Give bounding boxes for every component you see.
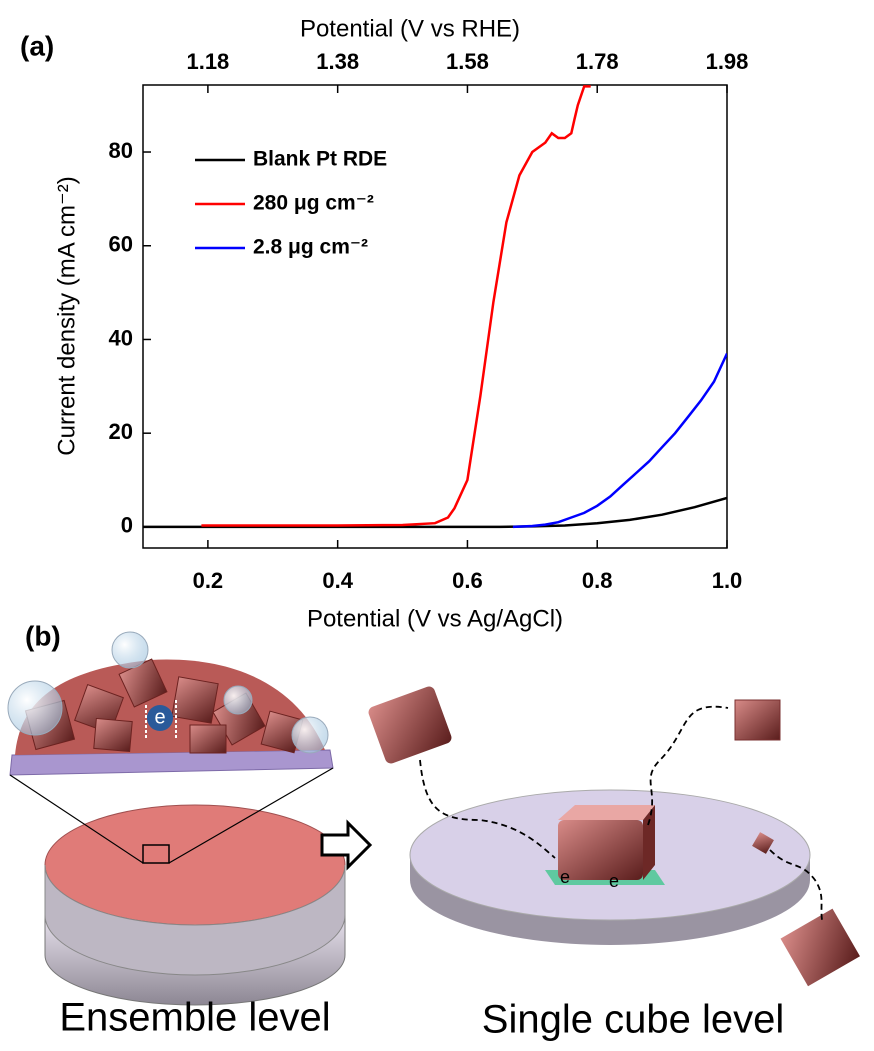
x2-tick-label: 1.98: [706, 49, 749, 74]
series-line: [513, 354, 727, 527]
y-axis-title: Current density (mA cm⁻²): [53, 176, 80, 455]
caption: Single cube level: [482, 998, 784, 1042]
legend-label: 2.8 μg cm⁻²: [253, 236, 368, 259]
cube-top: [558, 805, 655, 820]
single-cube-illustration: e e: [367, 685, 860, 986]
cube: [735, 700, 780, 740]
legend-label: Blank Pt RDE: [253, 148, 387, 171]
x2-tick-label: 1.58: [446, 49, 489, 74]
caption: Ensemble level: [59, 996, 330, 1040]
x-tick-label: 0.4: [322, 568, 353, 593]
bubble: [224, 686, 252, 714]
x2-tick-label: 1.38: [316, 49, 359, 74]
bubble: [8, 681, 62, 735]
y-tick-label: 40: [109, 325, 133, 350]
x-tick-label: 0.6: [452, 568, 483, 593]
panel-label: (b): [25, 620, 61, 651]
cube: [781, 909, 860, 987]
electron-label: e: [609, 871, 619, 891]
cube: [367, 685, 453, 765]
electrode-top: [45, 805, 345, 925]
x2-axis-title: Potential (V vs RHE): [300, 15, 520, 42]
bubble: [292, 717, 328, 753]
cube: [558, 820, 643, 880]
x2-tick-label: 1.18: [186, 49, 229, 74]
plot: [143, 86, 727, 527]
x-axis-title: Potential (V vs Ag/AgCl): [307, 605, 563, 632]
figure: (a) Potential (V vs RHE) Potential (V vs…: [0, 0, 874, 1046]
legend-label: 280 μg cm⁻²: [253, 192, 374, 215]
x-tick-label: 1.0: [712, 568, 743, 593]
bubble: [112, 632, 148, 668]
ensemble-illustration: e: [8, 632, 370, 1005]
x2-tick-label: 1.78: [576, 49, 619, 74]
y-tick-label: 80: [109, 138, 133, 163]
x-tick-label: 0.2: [193, 568, 224, 593]
x-tick-label: 0.8: [582, 568, 613, 593]
electron-label: e: [154, 706, 165, 728]
electron-label: e: [560, 867, 570, 887]
y-tick-label: 60: [109, 232, 133, 257]
y-tick-label: 20: [109, 419, 133, 444]
plot-frame: [143, 85, 727, 548]
plot-series: [143, 86, 727, 527]
panel-label: (a): [20, 30, 54, 61]
y-tick-label: 0: [121, 513, 133, 538]
